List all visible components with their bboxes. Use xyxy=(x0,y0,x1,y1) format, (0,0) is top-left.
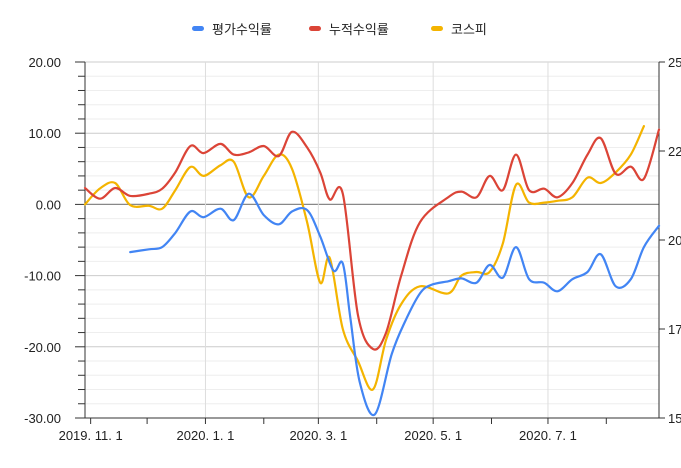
major-gridlines xyxy=(85,61,659,419)
y-left-tick-label: 10.00 xyxy=(28,126,61,141)
y-right-tick-label: 1500 xyxy=(668,411,681,426)
series-line-3 xyxy=(83,125,645,391)
series-line-1 xyxy=(129,192,661,417)
x-tick-label: 2020. 7. 1 xyxy=(519,428,577,443)
y-left-tick-label: -30.00 xyxy=(24,411,61,426)
legend-swatch xyxy=(309,26,321,31)
legend-label: 누적수익률 xyxy=(329,23,389,38)
y-right-tick-label: 2000 xyxy=(668,233,681,248)
y-right-tick-label: 2500 xyxy=(668,55,681,70)
y-left-tick-label: -20.00 xyxy=(24,340,61,355)
legend-item[interactable]: 평가수익률 xyxy=(192,23,272,38)
y-left-tick-label: -10.00 xyxy=(24,269,61,284)
legend-item[interactable]: 누적수익률 xyxy=(309,23,389,38)
x-tick-label: 2020. 3. 1 xyxy=(289,428,347,443)
series-layer xyxy=(83,125,661,417)
y-right-tick-label: 2200 xyxy=(668,144,681,159)
legend-swatch xyxy=(192,26,204,31)
series-line-2 xyxy=(83,128,661,351)
legend-item[interactable]: 코스피 xyxy=(431,23,487,38)
y-right-tick-label: 1700 xyxy=(668,322,681,337)
axes xyxy=(75,61,665,424)
x-gridlines xyxy=(204,62,549,418)
legend-label: 코스피 xyxy=(451,23,487,38)
legend[interactable]: 평가수익률 누적수익률 코스피 xyxy=(192,23,487,38)
x-axis: 2019. 11. 1 2020. 1. 1 2020. 3. 1 2020. 5. … xyxy=(59,428,577,443)
x-tick-label: 2020. 1. 1 xyxy=(177,428,235,443)
minor-gridlines xyxy=(85,75,659,405)
legend-swatch xyxy=(431,26,443,31)
legend-label: 평가수익률 xyxy=(212,23,272,38)
y-left-tick-label: 0.00 xyxy=(36,197,61,212)
y-left-tick-label: 20.00 xyxy=(28,55,61,70)
x-tick-label: 2020. 5. 1 xyxy=(404,428,462,443)
y-left-axis: 20.00 10.00 0.00 -10.00 -20.00 -30.00 xyxy=(24,55,61,426)
x-tick-label: 2019. 11. 1 xyxy=(59,428,123,443)
y-right-axis: 2500 2200 2000 1700 1500 xyxy=(668,55,681,426)
